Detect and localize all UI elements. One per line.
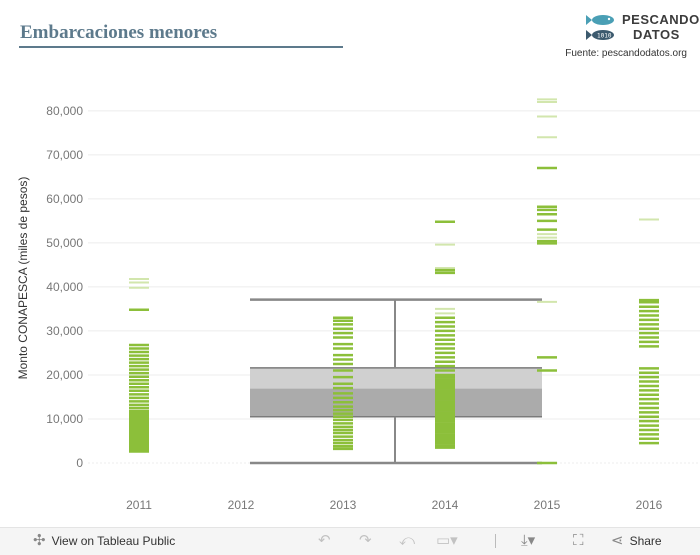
box-lower-quartile bbox=[250, 388, 542, 417]
title-underline bbox=[19, 46, 343, 48]
y-tick-label: 40,000 bbox=[46, 280, 83, 294]
revert-icon[interactable]: ⤺ bbox=[399, 532, 416, 549]
svg-text:1010: 1010 bbox=[597, 33, 612, 40]
fullscreen-icon[interactable]: ⛶ bbox=[573, 532, 584, 549]
box-upper-quartile bbox=[250, 367, 542, 389]
tableau-logo-icon: ✣ bbox=[33, 532, 46, 549]
x-tick-label: 2015 bbox=[534, 498, 561, 512]
y-tick-label: 70,000 bbox=[46, 148, 83, 162]
y-tick-label: 80,000 bbox=[46, 104, 83, 118]
fish-logo-icon: 1010 bbox=[586, 15, 614, 40]
y-tick-label: 10,000 bbox=[46, 412, 83, 426]
x-tick-label: 2013 bbox=[330, 498, 357, 512]
share-button[interactable]: ⋖ Share bbox=[611, 532, 662, 549]
y-tick-label: 0 bbox=[76, 456, 83, 470]
y-tick-label: 20,000 bbox=[46, 368, 83, 382]
x-tick-label: 2012 bbox=[228, 498, 255, 512]
undo-icon[interactable]: ↶ bbox=[318, 532, 331, 549]
y-tick-label: 60,000 bbox=[46, 192, 83, 206]
x-tick-label: 2016 bbox=[636, 498, 663, 512]
toolbar-divider bbox=[495, 534, 496, 548]
y-tick-label: 50,000 bbox=[46, 236, 83, 250]
box-plot-chart: 0 10,000 20,000 30,000 40,000 50,000 60,000 70,… bbox=[16, 98, 700, 512]
share-label: Share bbox=[629, 534, 662, 548]
view-on-tableau-button[interactable]: ✣ View on Tableau Public bbox=[33, 532, 176, 549]
redo-icon[interactable]: ↷ bbox=[359, 532, 372, 549]
logo-line-2: DATOS bbox=[633, 27, 680, 42]
y-axis-label: Monto CONAPESCA (miles de pesos) bbox=[16, 177, 30, 380]
y-tick-label: 30,000 bbox=[46, 324, 83, 338]
pause-icon[interactable]: ▭▾ bbox=[436, 532, 458, 549]
share-icon: ⋖ bbox=[611, 532, 624, 549]
dashboard-title: Embarcaciones menores bbox=[20, 22, 218, 43]
tableau-toolbar: ✣ View on Tableau Public ↶ ↷ ⤺ ▭▾ ⤓▾ ⛶ ⋖… bbox=[0, 527, 700, 555]
x-tick-label: 2014 bbox=[432, 498, 459, 512]
view-on-tableau-label: View on Tableau Public bbox=[51, 534, 176, 548]
download-icon[interactable]: ⤓▾ bbox=[521, 532, 536, 549]
pescando-datos-logo[interactable]: 1010 PESCANDO DATOS bbox=[586, 12, 699, 44]
x-tick-label: 2011 bbox=[126, 498, 152, 512]
logo-line-1: PESCANDO bbox=[622, 12, 700, 27]
source-note: Fuente: pescandodatos.org bbox=[565, 48, 687, 59]
